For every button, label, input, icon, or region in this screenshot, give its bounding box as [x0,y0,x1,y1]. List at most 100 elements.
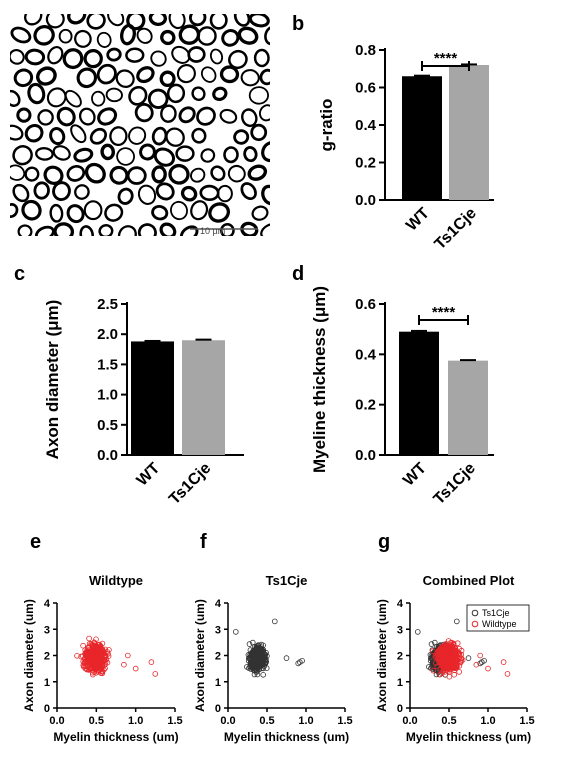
data-point [260,671,267,678]
data-point [465,655,472,661]
x-tick-label: 1.0 [128,715,143,727]
axon-ring [209,14,228,30]
data-point [296,659,303,665]
axon-ring [209,48,224,65]
data-point [97,664,104,670]
data-point [259,661,265,667]
axon-ring [89,127,108,145]
axon-ring [115,69,135,88]
axon-ring [35,225,55,236]
data-point [259,646,265,653]
axon-ring [248,86,269,105]
axon-ring [105,87,123,103]
axon-ring [52,145,71,161]
axon-ring [10,89,21,107]
axon-ring [168,14,186,30]
axon-ring [17,224,33,236]
y-tick-label: 0.2 [355,155,376,172]
data-point [439,644,445,650]
data-point [478,659,485,665]
data-point [432,654,439,661]
x-category-label: Ts1Cje [431,460,479,508]
data-point [125,652,131,659]
y-tick-label: 0 [44,703,50,715]
data-point [445,652,452,659]
axon-ring [78,107,96,126]
data-point [80,642,86,649]
data-point [255,642,262,648]
axon-ring [187,46,206,63]
legend-marker [471,620,479,628]
series-points [74,635,159,678]
axon-ring [86,14,106,30]
axon-ring [261,141,270,163]
panel-label-c: c [14,263,25,285]
legend-box [466,604,530,632]
legend-label: Wildtype [482,619,517,629]
x-axis-label: Myelin thickness (um) [224,730,349,744]
y-tick-label: 0 [397,703,403,715]
axon-ring [153,147,176,167]
significance-label: **** [432,304,456,321]
axon-ring [10,26,32,44]
data-point [485,665,491,672]
y-tick-label: 0.0 [355,192,376,209]
data-point [233,629,239,635]
data-point [429,648,436,654]
y-tick-label: 2.5 [97,296,118,313]
data-point [447,644,454,651]
axon-ring [259,68,270,86]
x-category-label: Ts1Cje [432,205,480,253]
data-point [104,659,111,666]
axon-ring [160,29,176,46]
axon-ring [240,221,259,236]
axon-ring [176,64,196,84]
axon-ring [247,164,268,181]
axon-ring [56,106,76,127]
y-axis-label: Axon diameter (um) [375,599,389,712]
axon-ring [221,29,240,47]
axon-ring [117,225,137,236]
data-point [433,660,439,666]
axon-ring [73,147,94,163]
axon-ring [43,165,64,186]
axon-ring [166,83,186,104]
axon-ring [160,104,177,123]
axon-ring [10,124,24,141]
data-point [453,647,460,654]
axon-ring [240,69,260,87]
y-tick-label: 2 [397,651,403,663]
axon-ring [219,108,238,124]
axon-ring [200,66,217,83]
axon-ring [137,184,157,205]
data-point [246,654,253,661]
legend-label: Ts1Cje [482,608,510,618]
axon-ring [251,205,269,221]
bar [402,76,442,200]
axon-ring [84,162,106,184]
chart-title: Ts1Cje [266,573,308,588]
axon-ring [36,66,57,86]
axon-ring [191,127,207,144]
x-tick-label: 0.5 [89,715,104,727]
x-category-label: WT [134,460,164,490]
y-tick-label: 1 [215,677,221,689]
data-point [256,656,263,662]
axon-ring [250,123,268,142]
axon-ring [33,25,55,46]
axon-ring [116,147,135,166]
data-point [441,652,448,659]
bar [399,331,439,455]
axon-ring [228,49,248,70]
data-point [253,644,260,650]
x-tick-label: 0.5 [259,715,274,727]
axon-ring [10,164,26,181]
axon-ring [120,23,136,46]
data-point [283,655,290,661]
data-point [246,641,253,647]
data-point [86,640,93,647]
data-point [84,653,91,660]
axon-ring [24,14,43,26]
